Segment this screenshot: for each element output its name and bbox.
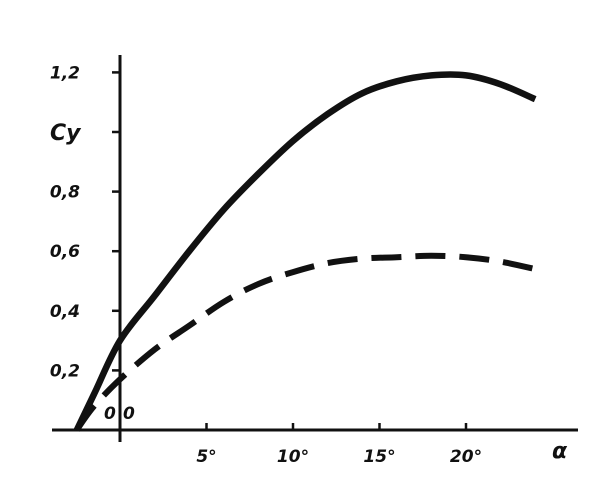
x-tick-label: 15° [363,447,395,467]
y-tick-label: 1,2 [50,63,80,83]
series-group [73,71,537,432]
x-axis-title: α [552,439,568,464]
x-tick-label: 5° [196,447,216,467]
y-tick-label: 0,2 [50,361,80,381]
x-tick-label: 20° [450,447,482,467]
axes-group [52,55,578,442]
origin-label: 0 [104,404,116,424]
y-tick-label: 0,8 [50,183,80,203]
dashed-series-line [74,252,536,432]
labels-group: 5° 10° 15° 20° 0,2 0,4 0,6 0,8 1,2 Cy α 0 0 [50,63,568,467]
y-axis-title: Cy [50,121,82,146]
y-tick-label: 0,4 [50,302,80,322]
solid-series-line [73,71,537,432]
y-tick-label: 0,6 [50,242,80,262]
origin-label: 0 [123,404,135,424]
x-tick-label: 10° [277,447,309,467]
